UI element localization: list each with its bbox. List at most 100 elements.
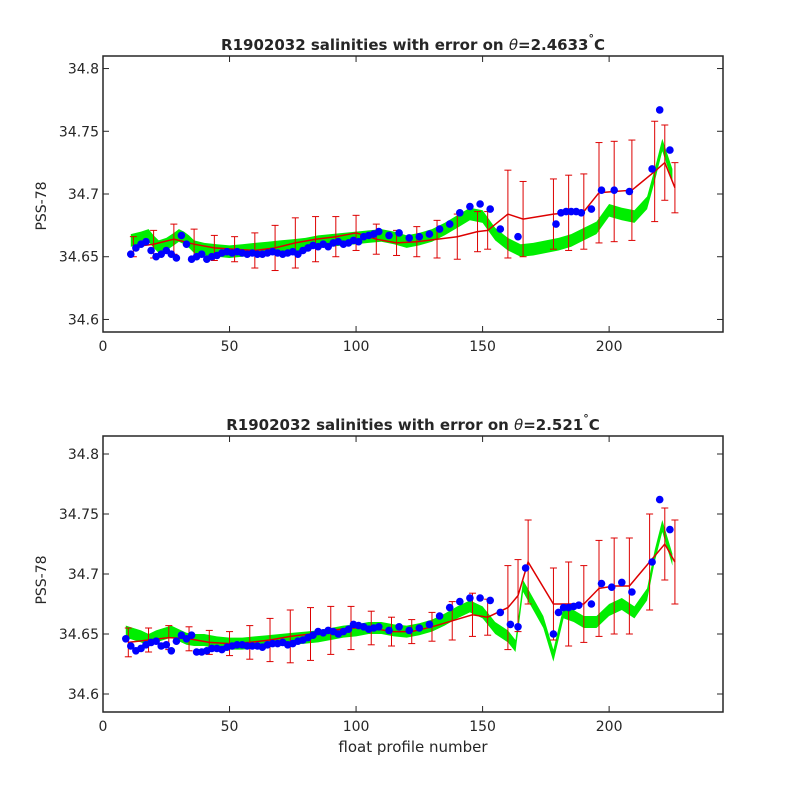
x-tick-label: 100: [343, 719, 370, 735]
float-point: [597, 579, 606, 588]
x-tick-label: 0: [99, 339, 108, 355]
y-tick-label: 34.75: [59, 507, 99, 523]
plot-area: [127, 106, 679, 272]
x-tick-label: 0: [99, 719, 108, 735]
float-point: [554, 608, 563, 617]
float-point: [476, 200, 484, 208]
x-tick-label: 200: [596, 719, 623, 735]
float-point: [405, 626, 414, 635]
float-point: [385, 231, 393, 240]
float-point: [466, 594, 474, 602]
float-point: [375, 227, 383, 236]
chart-title: R1902032 salinities with error on θ=2.46…: [221, 32, 605, 54]
float-point: [405, 234, 414, 242]
float-point: [152, 637, 160, 645]
float-point: [496, 608, 505, 617]
float-point: [655, 495, 664, 504]
float-point: [172, 637, 181, 645]
x-tick-label: 150: [469, 339, 496, 355]
y-axis-label: PSS-78: [34, 555, 50, 604]
float-point: [466, 202, 474, 211]
float-point: [142, 237, 150, 246]
float-point: [587, 600, 596, 608]
float-point: [610, 186, 618, 194]
float-point: [618, 578, 626, 587]
top-salinity-chart: R1902032 salinities with error on θ=2.46…: [34, 32, 724, 355]
float-point: [575, 601, 583, 609]
axes: 0 50 100 150 200 34.6 34.65 34.7 34.75 34.8: [59, 435, 724, 735]
x-tick-label: 100: [343, 339, 370, 355]
float-point: [648, 165, 656, 173]
float-point: [425, 620, 434, 629]
y-tick-label: 34.65: [59, 250, 99, 266]
float-point: [395, 623, 403, 631]
reference-band: [125, 520, 673, 662]
float-point: [514, 623, 522, 631]
float-point: [127, 250, 135, 258]
float-point: [435, 225, 444, 233]
float-point: [625, 187, 634, 196]
float-point: [514, 232, 522, 241]
float-point: [167, 647, 176, 655]
float-point: [577, 209, 586, 217]
float-point: [182, 240, 191, 248]
y-tick-label: 34.6: [68, 312, 99, 328]
float-point: [187, 631, 196, 639]
y-tick-label: 34.7: [68, 187, 99, 203]
float-point: [486, 205, 495, 213]
float-point: [147, 246, 155, 255]
float-point: [476, 594, 484, 602]
float-point: [395, 229, 403, 237]
float-point: [666, 525, 674, 534]
float-point: [375, 623, 383, 631]
float-point: [549, 630, 558, 638]
float-point: [127, 642, 135, 650]
chart-title: R1902032 salinities with error on θ=2.52…: [226, 412, 600, 434]
x-axis-label: float profile number: [338, 738, 488, 756]
float-point: [607, 583, 616, 591]
float-point: [385, 626, 393, 635]
x-tick-label: 50: [221, 719, 239, 735]
float-point: [445, 603, 454, 612]
float-point: [162, 641, 171, 649]
float-point: [445, 220, 454, 228]
y-tick-label: 34.8: [68, 447, 99, 463]
y-tick-label: 34.7: [68, 567, 99, 583]
y-axis-label: PSS-78: [34, 181, 50, 230]
error-bar: [671, 519, 679, 605]
float-point: [666, 146, 674, 154]
y-tick-label: 34.65: [59, 627, 99, 643]
float-point: [587, 205, 596, 213]
float-point: [552, 220, 560, 228]
float-point: [172, 254, 181, 262]
float-point: [648, 558, 656, 566]
x-tick-label: 150: [469, 719, 496, 735]
x-tick-label: 200: [596, 339, 623, 355]
float-point: [177, 231, 186, 240]
float-point: [628, 588, 636, 596]
float-point: [456, 209, 464, 217]
float-point: [122, 635, 130, 643]
float-point: [456, 597, 464, 606]
y-tick-label: 34.8: [68, 62, 99, 78]
float-point: [486, 596, 495, 605]
float-point: [496, 225, 505, 233]
x-tick-label: 50: [221, 339, 239, 355]
error-bar: [671, 162, 679, 214]
float-point: [521, 564, 530, 572]
axes: 0 50 100 150 200 34.6 34.65 34.7 34.75 34.8: [59, 55, 724, 355]
float-point: [354, 237, 363, 246]
float-point: [506, 620, 515, 629]
float-point: [435, 612, 444, 620]
y-tick-label: 34.6: [68, 687, 99, 703]
float-point: [415, 624, 424, 632]
bottom-salinity-chart: R1902032 salinities with error on θ=2.52…: [34, 412, 724, 756]
float-point: [655, 106, 664, 114]
float-point: [415, 232, 424, 241]
y-tick-label: 34.75: [59, 124, 99, 140]
float-point: [597, 186, 606, 194]
float-point: [344, 625, 353, 633]
plot-area: [122, 495, 679, 664]
float-point: [197, 250, 206, 258]
